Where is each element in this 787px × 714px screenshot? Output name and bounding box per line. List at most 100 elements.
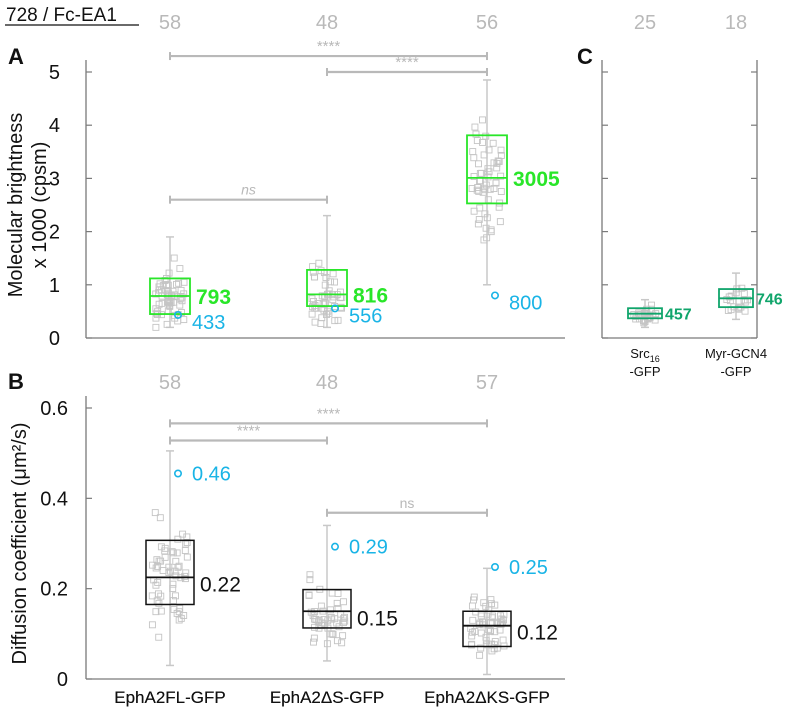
sample-count-C: 18 xyxy=(725,12,747,34)
category-label-main: Myr-GCN4 xyxy=(705,346,767,361)
data-point-A xyxy=(470,173,478,181)
data-point-A xyxy=(176,265,184,273)
data-point-B xyxy=(489,612,496,620)
category-label-C: Src16 xyxy=(630,346,660,364)
data-point-B xyxy=(156,514,164,522)
data-point-B xyxy=(174,535,182,543)
data-point-B xyxy=(157,592,165,600)
data-point-A xyxy=(317,320,325,327)
sample-count-B: 58 xyxy=(159,372,181,394)
significance-label-A: **** xyxy=(317,38,341,55)
plots-layer: A 0 1 2 3 4 5 Molecular brightness x 1000 (cpsm)… xyxy=(5,12,783,707)
data-point-B xyxy=(339,632,347,640)
significance-label-B: **** xyxy=(237,423,261,440)
data-point-B xyxy=(155,633,163,641)
data-point-C xyxy=(725,293,733,301)
data-point-B xyxy=(152,581,160,589)
data-point-A xyxy=(321,281,329,289)
data-point-B xyxy=(169,580,177,588)
data-point-A xyxy=(483,214,491,222)
data-point-B xyxy=(323,640,331,648)
data-point-B xyxy=(182,569,190,577)
outlier-point-A xyxy=(330,304,339,313)
data-point-B xyxy=(334,590,342,597)
data-point-B xyxy=(157,607,165,615)
data-point-A xyxy=(482,181,490,189)
data-point-B xyxy=(468,628,476,636)
data-point-B xyxy=(305,592,313,599)
data-point-A xyxy=(497,188,505,195)
data-point-A xyxy=(163,282,170,290)
data-point-C xyxy=(647,305,655,313)
sample-count-C: 25 xyxy=(634,12,656,34)
data-point-B xyxy=(340,598,347,606)
box-B xyxy=(462,610,512,648)
data-point-B xyxy=(168,548,176,556)
data-point-A xyxy=(473,137,481,145)
median-label-B: 0.22 xyxy=(200,573,241,596)
data-point-B xyxy=(333,619,341,627)
y-tick-label-B: 0.2 xyxy=(40,579,68,601)
box-A xyxy=(306,269,348,307)
data-point-A xyxy=(469,148,477,156)
y-tick-label-B: 0 xyxy=(57,669,68,691)
category-label-B: EphA2ΔS-GFP xyxy=(270,688,384,707)
category-label-B: EphA2FL-GFP xyxy=(114,688,226,707)
data-point-A xyxy=(322,274,330,281)
data-point-A xyxy=(470,207,478,215)
data-point-B xyxy=(167,567,174,575)
y-axis-label-A: Molecular brightness x 1000 (cpsm) xyxy=(5,113,51,298)
data-point-A xyxy=(471,123,479,131)
outlier-point-A xyxy=(490,291,499,300)
y-axis-label-line: Diffusion coefficient (μm²/s) xyxy=(9,423,31,665)
data-point-A xyxy=(485,146,493,154)
data-point-B xyxy=(310,634,318,642)
data-point-B xyxy=(333,599,341,607)
data-point-B xyxy=(487,596,495,604)
data-point-B xyxy=(157,557,165,565)
y-tick-label-A: 3 xyxy=(49,168,60,190)
data-point-B xyxy=(340,619,347,627)
data-point-A xyxy=(166,302,174,310)
data-point-B xyxy=(175,616,183,624)
y-tick-label-B: 0.6 xyxy=(40,398,68,420)
data-point-B xyxy=(475,620,483,628)
sample-count-B: 57 xyxy=(476,372,498,394)
data-point-A xyxy=(161,277,169,284)
sample-count-B: 48 xyxy=(316,372,338,394)
data-point-A xyxy=(164,287,172,295)
data-point-A xyxy=(178,297,186,305)
median-label-B: 0.15 xyxy=(357,607,398,630)
outlier-label-B: 0.46 xyxy=(192,463,231,485)
data-point-A xyxy=(475,216,483,223)
category-label-line2-C: -GFP xyxy=(720,364,751,379)
data-point-B xyxy=(329,630,337,638)
data-point-A xyxy=(482,224,490,232)
data-point-A xyxy=(152,314,160,322)
data-point-A xyxy=(474,184,482,192)
data-point-B xyxy=(155,599,163,607)
y-axis-label-line: x 1000 (cpsm) xyxy=(29,142,51,269)
data-point-A xyxy=(497,172,505,180)
data-point-B xyxy=(182,540,190,548)
data-point-A xyxy=(480,236,488,244)
outlier-point-B xyxy=(490,562,499,571)
data-point-B xyxy=(491,628,499,636)
data-point-A xyxy=(329,296,337,304)
outlier-point-B xyxy=(330,542,339,551)
panel-letter-A: A xyxy=(8,44,24,69)
data-point-A xyxy=(173,280,180,288)
median-label-C: 746 xyxy=(756,291,783,308)
panel-letter-B: B xyxy=(8,369,24,394)
data-point-B xyxy=(486,627,494,634)
data-point-A xyxy=(493,159,501,167)
data-point-B xyxy=(161,544,169,552)
category-label-A: EphA2ΔS-GFP xyxy=(270,688,384,707)
data-point-A xyxy=(478,169,485,177)
data-point-B xyxy=(169,597,177,605)
data-point-A xyxy=(315,259,323,267)
data-point-A xyxy=(152,290,160,298)
data-point-A xyxy=(329,270,337,278)
outlier-point-B xyxy=(174,469,183,478)
outlier-label-B: 0.25 xyxy=(509,557,548,579)
